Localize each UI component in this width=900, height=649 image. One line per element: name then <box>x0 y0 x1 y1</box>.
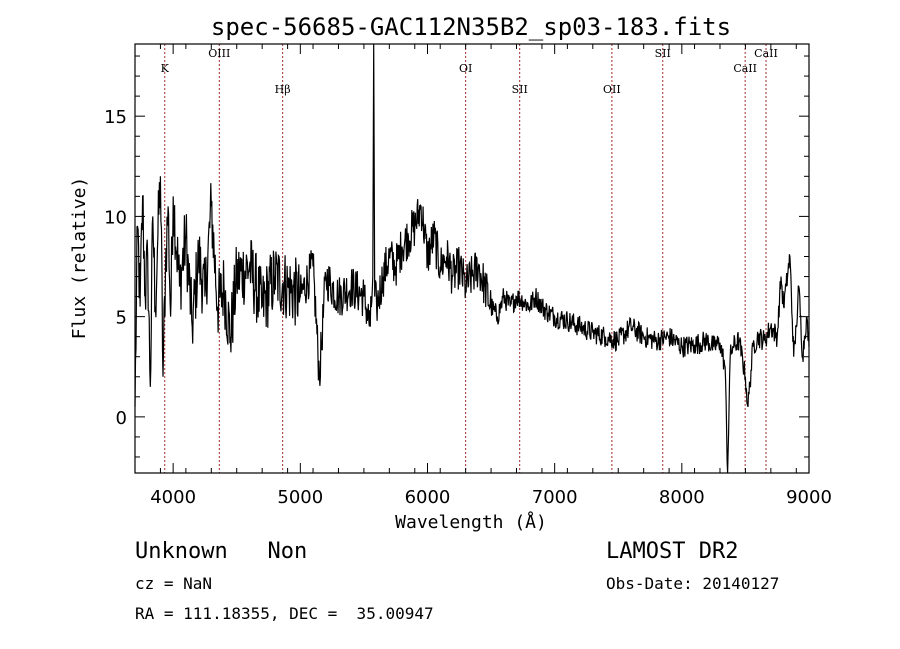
obs-date: Obs-Date: 20140127 <box>606 574 780 593</box>
x-tick-label: 6000 <box>405 487 451 508</box>
x-tick-label: 9000 <box>786 487 832 508</box>
x-tick-label: 7000 <box>532 487 578 508</box>
survey-label: LAMOST DR2 <box>606 539 739 564</box>
x-tick-label: 8000 <box>659 487 705 508</box>
cz-value: cz = NaN <box>135 574 213 593</box>
y-tick-label: 5 <box>116 308 127 329</box>
chart-title: spec-56685-GAC112N35B2_sp03-183.fits <box>211 13 731 41</box>
line-marker-label: OI <box>459 62 472 75</box>
x-tick-label: 4000 <box>150 487 196 508</box>
line-marker-label: Hβ <box>275 83 291 96</box>
line-markers: K OIII Hβ OI SII OII SII CaII CaII <box>161 44 778 473</box>
x-axis: 4000 5000 6000 7000 8000 9000 <box>134 44 832 508</box>
y-axis-label: Flux (relative) <box>69 177 90 340</box>
y-axis: 0 5 10 15 <box>104 55 809 458</box>
classification-label: Unknown Non <box>135 539 308 564</box>
line-marker-label: CaII <box>733 62 757 75</box>
line-marker-label: K <box>161 62 170 75</box>
y-tick-label: 10 <box>104 207 127 228</box>
line-marker-label: SII <box>512 83 528 96</box>
line-marker-label: OII <box>603 83 621 96</box>
y-tick-label: 0 <box>116 408 127 429</box>
y-tick-label: 15 <box>104 107 127 128</box>
plot-frame <box>134 43 810 474</box>
x-tick-label: 5000 <box>277 487 323 508</box>
line-marker-label: SII <box>655 47 671 60</box>
line-marker-label: CaII <box>754 47 778 60</box>
coordinates: RA = 111.18355, DEC = 35.00947 <box>135 604 434 623</box>
x-axis-label: Wavelength (Å) <box>395 511 547 533</box>
line-marker-label: OIII <box>208 47 230 60</box>
spectrum-series <box>134 43 810 474</box>
